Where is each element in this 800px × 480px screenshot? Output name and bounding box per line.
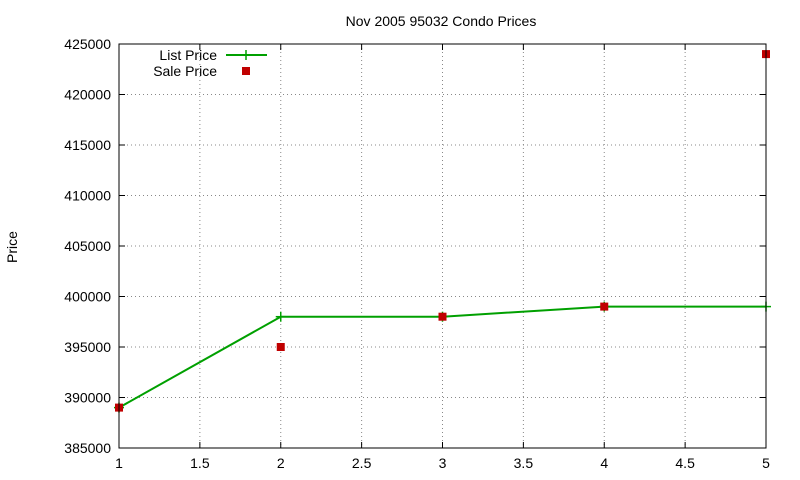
y-axis-label: Price xyxy=(4,231,20,263)
legend-plus-marker xyxy=(241,50,251,60)
y-tick-label: 385000 xyxy=(64,440,111,456)
legend-label: List Price xyxy=(159,47,217,63)
axis-ticks: 1 1.5 2 2.5 3 3.5 4 4.5 5 385000 390000 395000 40000… xyxy=(64,36,770,471)
y-tick-label: 405000 xyxy=(64,238,111,254)
legend-square-marker xyxy=(242,67,250,75)
x-tick-label: 1.5 xyxy=(190,455,210,471)
x-tick-label: 3 xyxy=(439,455,447,471)
y-tick-label: 395000 xyxy=(64,339,111,355)
y-tick-label: 420000 xyxy=(64,87,111,103)
grid-lines xyxy=(119,44,766,448)
x-tick-label: 3.5 xyxy=(514,455,534,471)
sale-price-point xyxy=(276,343,285,351)
x-tick-label: 4.5 xyxy=(675,455,695,471)
sale-price-point xyxy=(600,302,609,311)
y-tick-label: 400000 xyxy=(64,289,111,305)
sale-price-point xyxy=(438,312,447,321)
x-tick-label: 4 xyxy=(600,455,608,471)
y-tick-label: 415000 xyxy=(64,137,111,153)
x-tick-label: 1 xyxy=(115,455,123,471)
list-price-point xyxy=(275,311,286,322)
y-tick-label: 410000 xyxy=(64,188,111,204)
x-tick-label: 2 xyxy=(277,455,285,471)
plot-border xyxy=(118,43,767,449)
legend-label: Sale Price xyxy=(153,63,217,79)
x-tick-label: 2.5 xyxy=(352,455,372,471)
x-tick-label: 5 xyxy=(762,455,770,471)
y-tick-label: 425000 xyxy=(64,36,111,52)
y-tick-label: 390000 xyxy=(64,390,111,406)
chart-title: Nov 2005 95032 Condo Prices xyxy=(346,13,537,29)
